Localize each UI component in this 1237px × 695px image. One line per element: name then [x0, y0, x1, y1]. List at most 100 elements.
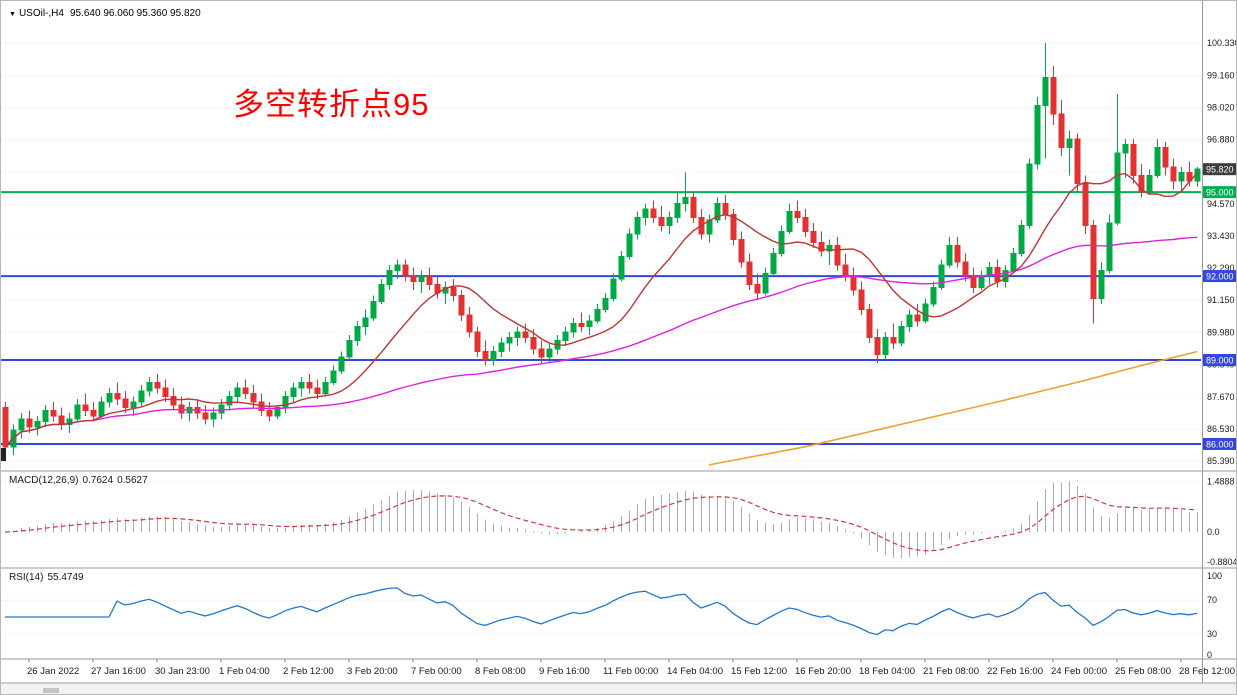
- candle-body: [562, 331, 569, 341]
- candle-body: [970, 275, 977, 288]
- candle-body: [458, 295, 465, 316]
- candle-body: [714, 202, 721, 221]
- rsi-tick-label: 30: [1207, 629, 1217, 639]
- time-tick-label: 15 Feb 12:00: [731, 666, 787, 677]
- ma-red-line: [4, 172, 1198, 448]
- candle-body: [514, 331, 521, 339]
- price-tick-label: 85.390: [1207, 456, 1235, 466]
- time-tick-label: 7 Feb 00:00: [411, 666, 462, 677]
- candle-body: [362, 317, 369, 327]
- time-tick-label: 22 Feb 16:00: [987, 666, 1043, 677]
- candle-body: [66, 418, 73, 425]
- rsi-tick-label: 70: [1207, 595, 1217, 605]
- candle-body: [242, 387, 249, 395]
- collapse-quote-icon[interactable]: ▼: [9, 11, 16, 18]
- candle-body: [850, 275, 857, 291]
- candle-body: [818, 241, 825, 252]
- candle-body: [1090, 225, 1097, 299]
- candle-body: [122, 398, 129, 409]
- scrollbar-thumb[interactable]: [43, 688, 59, 693]
- candle-body: [802, 216, 809, 232]
- text-annotation[interactable]: 多空转折点95: [233, 87, 430, 122]
- candle-body: [1170, 166, 1177, 182]
- candle-body: [674, 202, 681, 218]
- current-price-box: [1203, 163, 1236, 176]
- price-tick-label: 86.530: [1207, 424, 1235, 434]
- candle-body: [490, 351, 497, 361]
- candle-body: [50, 409, 57, 417]
- candle-body: [90, 409, 97, 417]
- price-tick-label: 98.020: [1207, 103, 1235, 113]
- time-tick-label: 28 Feb 12:00: [1179, 666, 1235, 677]
- candle-body: [498, 342, 505, 353]
- candle-body: [1178, 172, 1185, 182]
- time-tick-label: 25 Feb 08:00: [1115, 666, 1171, 677]
- candle-body: [1154, 146, 1161, 176]
- candle-body: [466, 314, 473, 333]
- candle-body: [58, 415, 65, 425]
- candle-body: [2, 407, 9, 448]
- time-tick-label: 30 Jan 23:00: [155, 666, 210, 677]
- time-tick-label: 11 Feb 00:00: [603, 666, 658, 677]
- time-tick-label: 9 Feb 16:00: [539, 666, 590, 677]
- candle-body: [218, 404, 225, 414]
- candle-body: [1034, 104, 1041, 165]
- macd-tick-label: 0.0: [1207, 527, 1220, 537]
- candle-body: [162, 387, 169, 397]
- candle-body: [322, 381, 329, 395]
- candle-body: [1098, 269, 1105, 299]
- candle-body: [378, 283, 385, 302]
- candle-body: [778, 230, 785, 255]
- candle-body: [626, 233, 633, 257]
- hline-axis-box: [1203, 354, 1236, 367]
- candle-body: [1050, 76, 1057, 115]
- horizontal-lines: [1, 191, 1201, 445]
- rsi-tick-label: 0: [1207, 650, 1212, 660]
- candles: [2, 43, 1201, 461]
- candle-body: [682, 197, 689, 204]
- candle-body: [202, 412, 209, 420]
- price-tick-label: 91.150: [1207, 295, 1235, 305]
- candle-body: [578, 323, 585, 327]
- price-axis-area[interactable]: [1204, 1, 1237, 683]
- candle-body: [754, 283, 761, 294]
- price-tick-label: 99.160: [1207, 71, 1235, 81]
- candle-body: [770, 253, 777, 274]
- candle-body: [346, 339, 353, 358]
- candle-body: [474, 331, 481, 353]
- candle-body: [1082, 183, 1089, 227]
- time-tick-label: 16 Feb 20:00: [795, 666, 851, 677]
- candle-body: [642, 208, 649, 218]
- candle-body: [1114, 152, 1121, 224]
- candle-body: [1018, 225, 1025, 255]
- time-tick-label: 18 Feb 04:00: [859, 666, 915, 677]
- candle-body: [1146, 174, 1153, 193]
- candle-body: [658, 216, 665, 227]
- candle-body: [842, 264, 849, 277]
- rsi-line: [5, 587, 1198, 636]
- candle-body: [922, 303, 929, 322]
- candle-body: [634, 216, 641, 235]
- candle-body: [898, 325, 905, 344]
- candle-body: [690, 197, 697, 218]
- macd-tick-label: -0.8804: [1207, 557, 1237, 567]
- candle-body: [482, 351, 489, 361]
- price-tick-label: 100.330: [1207, 38, 1237, 48]
- hline-axis-box: [1203, 270, 1236, 283]
- candle-body: [530, 337, 537, 350]
- candle-body: [178, 404, 185, 414]
- time-tick-label: 1 Feb 04:00: [219, 666, 270, 677]
- candle-body: [650, 208, 657, 218]
- candle-body: [946, 244, 953, 266]
- candle-body: [522, 331, 529, 339]
- candle-body: [282, 395, 289, 409]
- ma-magenta-line: [4, 236, 1198, 448]
- time-tick-label: 8 Feb 08:00: [475, 666, 526, 677]
- time-tick-label: 21 Feb 08:00: [923, 666, 979, 677]
- candle-body: [594, 309, 601, 322]
- candle-body: [106, 393, 113, 403]
- candle-body: [914, 314, 921, 322]
- candle-body: [82, 404, 89, 411]
- candle-body: [210, 412, 217, 420]
